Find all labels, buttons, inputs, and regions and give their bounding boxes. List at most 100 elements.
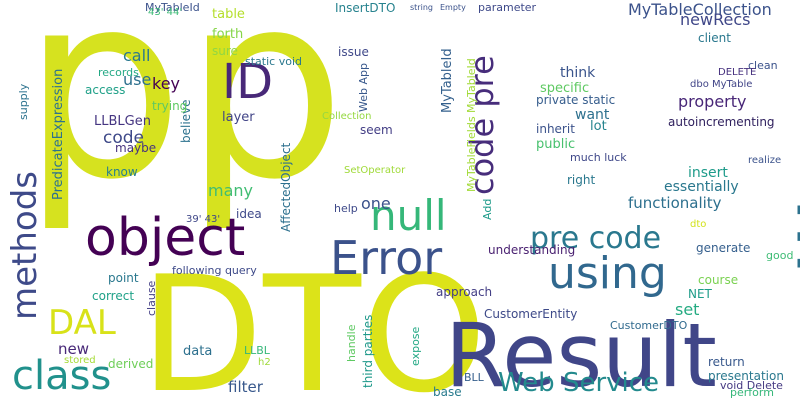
cloud-word: point [108, 271, 139, 285]
cloud-word: string [410, 3, 433, 12]
cloud-word: MyTableId [145, 1, 200, 14]
cloud-word: realize [748, 155, 782, 166]
cloud-word: LLBL [244, 344, 270, 357]
cloud-word: use [123, 70, 152, 89]
cloud-word: MyTableId [440, 48, 455, 113]
cloud-word: trying [152, 99, 188, 113]
cloud-word: course [698, 273, 739, 287]
cloud-word: parameter [478, 1, 537, 14]
cloud-word: h2 [258, 357, 271, 368]
cloud-word: static void [245, 55, 302, 68]
cloud-word: dto [690, 219, 707, 230]
cloud-word: base [433, 385, 462, 399]
cloud-word: functionality [628, 194, 722, 212]
cloud-word: maybe [115, 141, 157, 155]
cloud-word: newRecs [680, 10, 751, 29]
cloud-word: presentation [708, 369, 784, 383]
cloud-word: public [536, 137, 576, 152]
cloud-word: 39' 43' [186, 214, 221, 225]
cloud-word: methods [5, 170, 45, 320]
cloud-word: generate [696, 241, 751, 255]
cloud-word: table [212, 7, 245, 22]
cloud-word: layer [222, 110, 255, 125]
cloud-word: Web Service [498, 368, 660, 398]
cloud-word: Add [481, 198, 494, 220]
cloud-word: help [334, 202, 358, 215]
cloud-word: insert [688, 165, 728, 181]
cloud-word: code [103, 128, 144, 148]
cloud-word: clean [748, 59, 778, 72]
cloud-word: object [85, 208, 246, 268]
cloud-word: access [85, 83, 126, 97]
cloud-word: DTO [140, 241, 487, 400]
cloud-word: dbo MyTable [690, 79, 753, 90]
cloud-word: PredicateExpression [51, 68, 66, 200]
cloud-word: correct [92, 289, 135, 303]
cloud-word: autoincrementing [668, 115, 775, 129]
cloud-word: NET [688, 287, 712, 301]
cloud-word: approach [436, 285, 493, 299]
cloud-word: specific [540, 81, 590, 96]
cloud-word: call [123, 46, 151, 65]
cloud-word: ID [222, 54, 274, 110]
cloud-word: know [106, 165, 138, 179]
cloud-word: filter [228, 378, 263, 396]
cloud-word: using [548, 248, 667, 299]
cloud-word: property [678, 92, 747, 111]
cloud-word: will [782, 196, 800, 355]
cloud-word: 43' 44' [148, 7, 183, 18]
cloud-word: understanding [488, 243, 576, 257]
cloud-word: idea [236, 207, 262, 221]
cloud-word: think [560, 65, 596, 81]
cloud-word: set [675, 300, 700, 319]
cloud-word: MyTableCollection [628, 0, 772, 19]
cloud-word: records [98, 66, 139, 79]
cloud-word: InsertDTO [335, 1, 396, 15]
cloud-word: forth [212, 27, 244, 42]
cloud-word: following query [172, 264, 257, 277]
cloud-word: Error [330, 231, 443, 285]
cloud-word: BLL [464, 371, 484, 384]
cloud-word: supply [17, 83, 30, 120]
cloud-word: third parties [361, 314, 375, 388]
cloud-word: void Delete [720, 379, 783, 392]
cloud-word: DAL [48, 303, 116, 343]
cloud-word: expose [409, 326, 422, 366]
cloud-word: clause [145, 280, 158, 316]
cloud-word: much luck [570, 151, 627, 164]
cloud-word: SetOperator [344, 165, 406, 176]
cloud-word: new [58, 340, 90, 358]
cloud-word: MyTableFields MyTableId [465, 58, 478, 192]
cloud-word: CustomerEntity [484, 307, 578, 321]
cloud-word: class [12, 353, 112, 399]
cloud-word: key [152, 74, 181, 93]
cloud-word: return [708, 355, 745, 369]
cloud-word: Result [445, 304, 717, 400]
cloud-word: DELETE [718, 67, 757, 78]
cloud-word: Web App [357, 63, 370, 112]
cloud-word: issue [338, 45, 369, 59]
cloud-word: LLBLGen [94, 114, 151, 129]
cloud-word: good [766, 249, 794, 262]
cloud-word: CustomerDTO [610, 319, 688, 332]
cloud-word: sure [212, 44, 238, 58]
cloud-word: want [575, 107, 610, 123]
cloud-word: data [183, 344, 213, 359]
cloud-word: lot [590, 119, 607, 134]
cloud-word: client [698, 31, 731, 45]
cloud-word: stored [64, 355, 96, 366]
cloud-word: seem [360, 123, 393, 137]
cloud-word: many [208, 181, 253, 200]
cloud-word: Collection [322, 111, 372, 122]
cloud-word: AffectedObject [279, 142, 293, 232]
cloud-word: pp [22, 0, 346, 236]
cloud-word: null [370, 191, 447, 240]
cloud-word: essentially [664, 179, 739, 195]
cloud-word: handle [345, 324, 358, 363]
cloud-word: one [361, 194, 391, 213]
cloud-word: perform [730, 386, 774, 399]
cloud-word: inherit [536, 122, 575, 136]
cloud-word: Empty [440, 3, 466, 12]
cloud-word: right [567, 173, 596, 187]
